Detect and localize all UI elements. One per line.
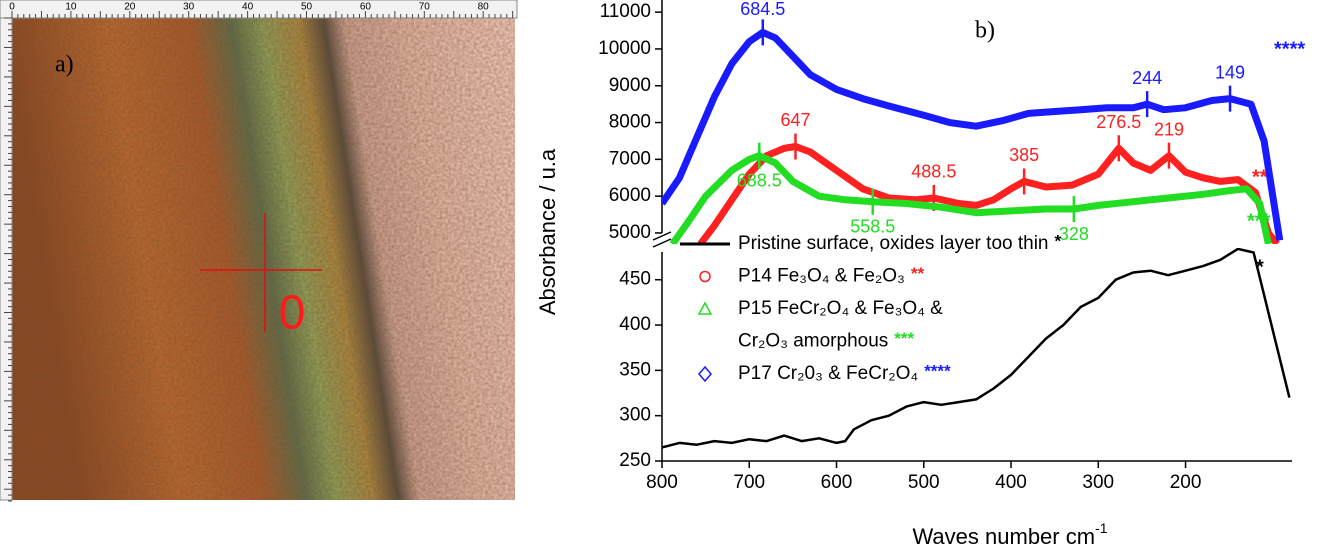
micrograph-texture (12, 18, 515, 500)
y-axis-label: Absorbance / u.a (535, 148, 560, 315)
ruler-label: 20 (124, 2, 136, 13)
axis-break (652, 238, 672, 248)
x-axis-label-text: Waves number cm (912, 524, 1095, 549)
peak-label: 328 (1059, 224, 1089, 244)
legend-label: P17 Cr₂0₃ & FeCr₂O₄ (738, 363, 918, 384)
x-tick-label: 700 (733, 472, 765, 493)
legend-marker-label: *** (894, 329, 914, 348)
ruler-label: 30 (183, 2, 195, 13)
legend-label: P14 Fe₃O₄ & Fe₂O₃ (738, 266, 905, 287)
spectrum-chart: 5000 6000 7000 8000 9000 10000 11000 647 488.5 38… (535, 0, 1305, 549)
peak-label: 647 (780, 110, 810, 130)
y-tick-label: 400 (619, 314, 651, 335)
series-marker-label: *** (1247, 210, 1271, 232)
series-line (669, 152, 1272, 244)
ruler-label: 50 (301, 2, 313, 13)
y-tick-label: 9000 (609, 75, 651, 96)
ruler-label: 0 (9, 2, 15, 13)
series-line (697, 143, 1280, 244)
x-tick-label: 800 (646, 472, 678, 493)
ruler-label: 70 (419, 2, 431, 13)
y-tick-label: 450 (619, 269, 651, 290)
x-tick-label: 200 (1170, 472, 1202, 493)
series-line (662, 28, 1284, 241)
axis-break (652, 231, 672, 241)
y-tick-label: 8000 (609, 112, 651, 133)
series-marker-label: **** (1274, 38, 1305, 60)
peak-label: 488.5 (911, 162, 956, 182)
legend-marker-label: ** (911, 264, 925, 283)
legend-label: P15 FeCr₂O₄ & Fe₃O₄ & (738, 298, 943, 319)
x-axis-label: Waves number cm-1 (912, 520, 1107, 549)
y-tick-label: 6000 (609, 185, 651, 206)
peak-label: 558.5 (850, 216, 895, 236)
x-tick-label: 400 (995, 472, 1027, 493)
peak-label: 276.5 (1096, 112, 1141, 132)
micrograph-panel: 0 a) 0 10 20 30 40 50 60 70 80 (0, 0, 518, 502)
y-tick-label: 11000 (600, 1, 651, 22)
y-tick-label: 7000 (609, 148, 651, 169)
legend-symbol (698, 365, 712, 383)
legend-marker-label: * (1055, 231, 1062, 250)
series-line (662, 248, 1291, 449)
ruler-top (0, 0, 518, 19)
y-tick-label: 250 (619, 450, 651, 471)
peak-label: 149 (1215, 62, 1245, 82)
peak-label: 244 (1132, 68, 1162, 88)
peak-label: 385 (1009, 145, 1039, 165)
x-tick-label: 300 (1082, 472, 1114, 493)
y-tick-label: 10000 (598, 38, 651, 59)
panel-label: a) (55, 52, 74, 78)
peak-label: 219 (1154, 119, 1184, 139)
ruler-label: 10 (65, 2, 77, 13)
legend-symbol (699, 270, 711, 283)
ruler-label: 40 (242, 2, 254, 13)
panel-label: b) (975, 18, 995, 44)
legend-label: Cr₂O₃ amorphous (738, 331, 888, 352)
y-tick-label: 300 (619, 405, 651, 426)
x-tick-label: 600 (821, 472, 853, 493)
y-tick-label: 5000 (609, 222, 651, 243)
legend-marker-label: **** (924, 361, 951, 380)
probe-marker: 0 (279, 287, 306, 340)
ruler-label: 80 (478, 2, 490, 13)
y-tick-label: 350 (619, 359, 651, 380)
peak-label: 684.5 (740, 0, 785, 19)
series-marker-label: * (1256, 256, 1264, 278)
series-marker-label: ** (1252, 166, 1268, 188)
x-axis-label-sup: -1 (1095, 520, 1108, 536)
peak-label: 688.5 (737, 170, 782, 190)
legend-label: Pristine surface, oxides layer too thin (738, 233, 1049, 254)
x-tick-label: 500 (908, 472, 940, 493)
legend-symbol (697, 301, 713, 315)
ruler-label: 60 (360, 2, 372, 13)
